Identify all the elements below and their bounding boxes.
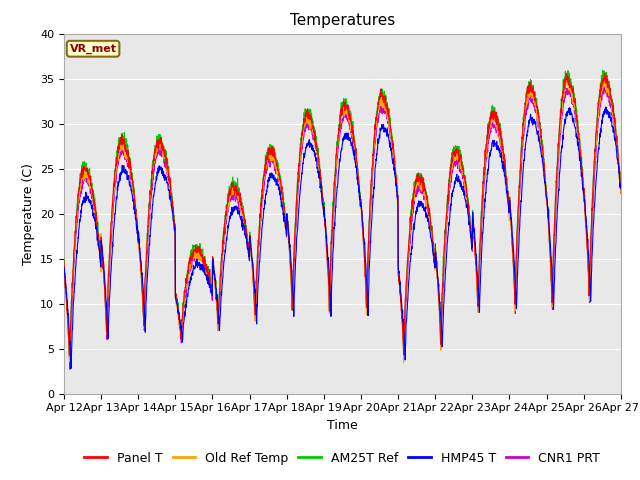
Text: VR_met: VR_met xyxy=(70,44,116,54)
Legend: Panel T, Old Ref Temp, AM25T Ref, HMP45 T, CNR1 PRT: Panel T, Old Ref Temp, AM25T Ref, HMP45 … xyxy=(79,447,605,469)
Y-axis label: Temperature (C): Temperature (C) xyxy=(22,163,35,264)
X-axis label: Time: Time xyxy=(327,419,358,432)
Title: Temperatures: Temperatures xyxy=(290,13,395,28)
